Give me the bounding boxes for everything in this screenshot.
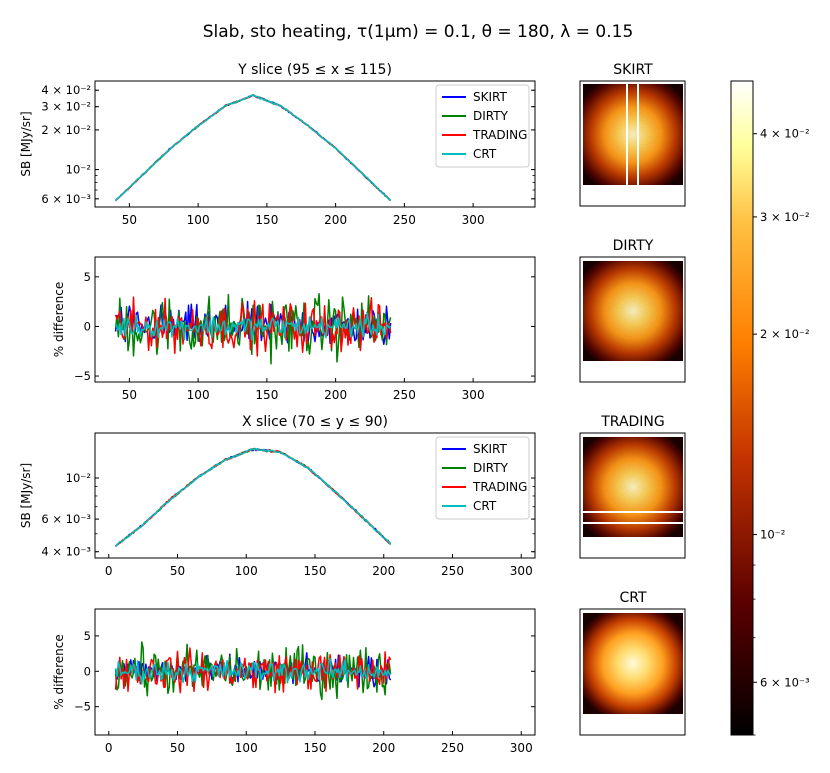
x-tick-label: 200: [372, 564, 395, 578]
x-tick-label: 150: [255, 388, 278, 402]
x-tick-label: 300: [510, 564, 533, 578]
x-tick-label: 50: [170, 564, 185, 578]
legend-label-trading: TRADING: [472, 128, 527, 142]
series-group: [114, 293, 392, 365]
colorbar-tick-label: 10⁻²: [760, 528, 785, 542]
x-tick-label: 100: [187, 213, 210, 227]
x-tick-label: 250: [393, 388, 416, 402]
y-axis-label: % difference: [52, 282, 66, 357]
y-tick-label: 0: [84, 319, 91, 333]
image-panel-trading: TRADING: [579, 414, 686, 559]
x-tick-label: 50: [170, 741, 185, 755]
image-panel-dirty: DIRTY: [579, 238, 686, 383]
series-group: [114, 641, 392, 701]
plot-frame: [94, 256, 536, 383]
x-tick-label: 100: [187, 388, 210, 402]
y-axis-label: % difference: [52, 634, 66, 709]
legend: SKIRT DIRTY TRADING CRT: [435, 436, 530, 520]
series-line-crt: [114, 657, 391, 685]
plot-title: Y slice (95 ≤ x ≤ 115): [237, 62, 392, 78]
y-tick-label: 6 × 10⁻³: [41, 512, 91, 526]
y-tick-label: 2 × 10⁻²: [41, 123, 91, 137]
y-tick-label: 3 × 10⁻²: [41, 100, 91, 114]
x-tick-label: 300: [462, 388, 485, 402]
legend-label-dirty: DIRTY: [473, 109, 509, 123]
legend-box: [435, 436, 530, 520]
image-panel-crt: CRT: [579, 590, 686, 736]
legend-label-crt: CRT: [473, 147, 497, 161]
series-group: [114, 447, 392, 548]
y-tick-label: 10⁻²: [66, 471, 91, 485]
plot-frame: [94, 80, 536, 208]
colorbar-gradient: [730, 80, 754, 736]
y-axis-label: SB [MJy/sr]: [19, 111, 33, 176]
series-group: [114, 94, 392, 202]
series-line-crt: [114, 312, 392, 341]
colorbar-tick-label: 4 × 10⁻²: [760, 127, 810, 141]
x-tick-label: 0: [105, 741, 113, 755]
x-tick-label: 150: [255, 213, 278, 227]
plot-background: [95, 257, 535, 382]
x-tick-label: 0: [105, 564, 113, 578]
colorbar: 4 × 10⁻² 3 × 10⁻² 2 × 10⁻² 10⁻² 6 × 10⁻³: [730, 80, 810, 736]
x-tick-label: 250: [441, 564, 464, 578]
image-crt: [583, 613, 683, 714]
x-tick-label: 150: [304, 564, 327, 578]
colorbar-tick-label: 3 × 10⁻²: [760, 210, 810, 224]
colorbar-tick-label: 6 × 10⁻³: [760, 675, 810, 689]
legend-label-skirt: SKIRT: [473, 90, 507, 104]
legend-label-dirty: DIRTY: [473, 461, 509, 475]
y-tick-label: 4 × 10⁻³: [41, 545, 91, 559]
x-tick-label: 300: [510, 741, 533, 755]
x-tick-label: 200: [324, 388, 347, 402]
legend-label-skirt: SKIRT: [473, 442, 507, 456]
y-tick-label: 0: [84, 664, 91, 678]
y-tick-label: −5: [74, 700, 91, 714]
legend-box: [435, 84, 530, 168]
x-tick-label: 200: [324, 213, 347, 227]
x-tick-label: 100: [235, 564, 258, 578]
plot-title: X slice (70 ≤ y ≤ 90): [242, 414, 388, 430]
figure-suptitle: Slab, sto heating, τ(1μm) = 0.1, θ = 180…: [203, 22, 634, 42]
legend: SKIRT DIRTY TRADING CRT: [435, 84, 530, 168]
legend-label-crt: CRT: [473, 499, 497, 513]
x-tick-label: 300: [462, 213, 485, 227]
y-tick-label: 5: [84, 629, 91, 643]
legend-label-trading: TRADING: [472, 480, 527, 494]
x-tick-label: 50: [122, 388, 137, 402]
y-tick-label: 6 × 10⁻³: [41, 192, 91, 206]
x-tick-label: 200: [372, 741, 395, 755]
y-tick-label: −5: [74, 369, 91, 383]
y-tick-label: 4 × 10⁻²: [41, 83, 91, 97]
y-tick-label: 10⁻²: [66, 163, 91, 177]
x-tick-label: 100: [235, 741, 258, 755]
colorbar-tick-label: 2 × 10⁻²: [760, 327, 810, 341]
image-title-crt: CRT: [619, 590, 646, 606]
x-tick-label: 50: [122, 213, 137, 227]
image-title-dirty: DIRTY: [613, 238, 654, 254]
plot-x_slice_sb: 0 50 100 150 200 250 300 10⁻² 6 × 10⁻³ 4 × 10⁻³ X …: [19, 414, 536, 578]
y-tick-label: 5: [84, 270, 91, 284]
plot-y_slice_sb: 50 100 150 200 250 300 4 × 10⁻² 3 × 10⁻² 2 × 10⁻…: [19, 62, 536, 227]
y-axis-label: SB [MJy/sr]: [19, 463, 33, 528]
x-tick-label: 250: [393, 213, 416, 227]
image-title-trading: TRADING: [600, 414, 665, 430]
series-line-dirty: [114, 293, 392, 365]
x-tick-label: 150: [304, 741, 327, 755]
image-title-skirt: SKIRT: [613, 62, 653, 78]
series-line-crt: [115, 447, 392, 547]
image-panel-skirt: SKIRT: [579, 62, 686, 207]
series-line-crt: [114, 94, 391, 202]
x-tick-label: 250: [441, 741, 464, 755]
